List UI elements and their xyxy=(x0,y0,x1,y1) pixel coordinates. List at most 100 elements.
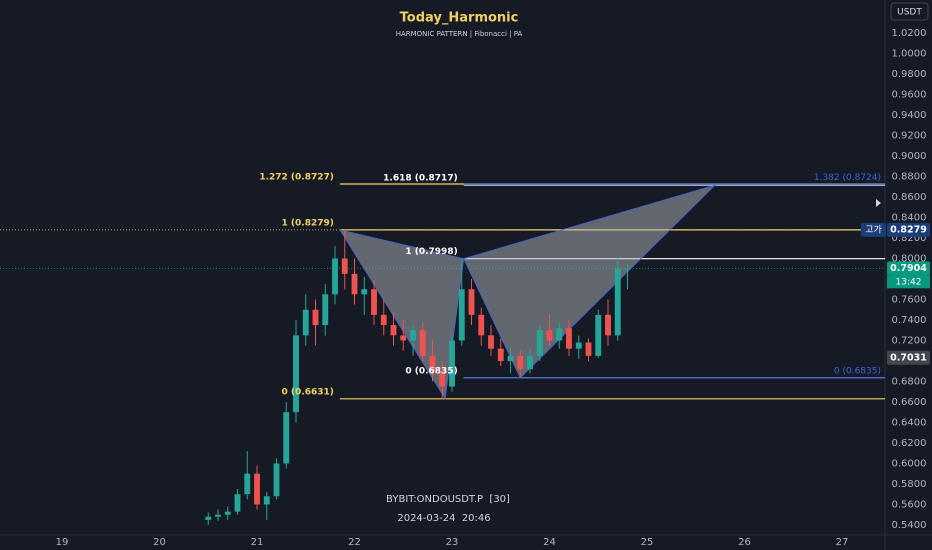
price-label: 0.8279 xyxy=(890,224,927,235)
candle-body xyxy=(205,516,212,520)
fib-label: 1.618 (0.8717) xyxy=(383,173,458,183)
candle-body xyxy=(361,289,368,295)
y-tick-label: 0.5800 xyxy=(892,479,927,490)
candle-body xyxy=(585,342,592,356)
candle-body xyxy=(488,335,494,349)
candle-body xyxy=(478,314,485,336)
y-tick-label: 0.7400 xyxy=(892,315,927,326)
candle-body xyxy=(351,273,358,295)
price-label: 0.7031 xyxy=(890,352,927,363)
fib-label: 0 (0.6835) xyxy=(405,366,457,376)
candle-body xyxy=(293,335,299,413)
y-tick-label: 0.7600 xyxy=(892,294,927,305)
candle-body xyxy=(439,371,446,387)
candle-body xyxy=(380,314,387,326)
fib-label: 0 (0.6631) xyxy=(282,387,334,397)
candle-body xyxy=(341,258,348,274)
candle-body xyxy=(224,511,231,515)
candle-body xyxy=(283,412,290,464)
y-tick-label: 0.8200 xyxy=(892,233,927,244)
fib-label: 1.382 (0.8724) xyxy=(814,173,881,183)
x-tick-label: 23 xyxy=(446,537,459,548)
candle-body xyxy=(429,355,436,372)
candle-body xyxy=(546,330,553,341)
symbol: BYBIT:ONDOUSDT.P [30] xyxy=(386,494,510,505)
y-tick-label: 0.5600 xyxy=(892,499,927,510)
y-tick-label: 0.9800 xyxy=(892,69,927,80)
candle-body xyxy=(273,463,280,497)
candle-body xyxy=(390,325,397,336)
y-tick-label: 1.0000 xyxy=(892,49,927,60)
y-tick-label: 0.5400 xyxy=(892,520,927,531)
chart-title: Today_Harmonic xyxy=(400,11,519,26)
candle-body xyxy=(410,330,416,341)
x-tick-label: 19 xyxy=(56,537,69,548)
countdown-label: 13:42 xyxy=(896,277,922,287)
currency-button[interactable] xyxy=(890,2,929,21)
x-tick-label: 22 xyxy=(348,537,361,548)
candle-body xyxy=(332,258,338,295)
price-box xyxy=(887,350,930,365)
candle-body xyxy=(419,330,426,356)
y-tick-label: 0.8800 xyxy=(892,171,927,182)
x-tick-label: 26 xyxy=(738,537,751,548)
y-tick-label: 0.6200 xyxy=(892,438,927,449)
fib-label: 1 (0.8279) xyxy=(282,218,334,228)
candle-body xyxy=(400,335,407,341)
fib-label: 1 (0.7998) xyxy=(405,247,457,257)
x-tick-label: 21 xyxy=(251,537,264,548)
y-tick-label: 0.9400 xyxy=(892,110,927,121)
y-tick-label: 0.6000 xyxy=(892,458,927,469)
chart-subtitle: HARMONIC PATTERN | Fibonacci | PA xyxy=(396,30,523,38)
x-tick-label: 25 xyxy=(641,537,654,548)
y-tick-label: 0.9600 xyxy=(892,89,927,100)
candle-body xyxy=(595,314,602,356)
candle-body xyxy=(468,289,475,315)
candle-body xyxy=(614,268,621,336)
datetime: 2024-03-24 20:46 xyxy=(397,513,490,524)
candle-body xyxy=(575,342,582,349)
y-tick-label: 0.8000 xyxy=(892,253,927,264)
candle-body xyxy=(302,309,309,336)
y-tick-label: 1.0200 xyxy=(892,28,927,39)
candle-body xyxy=(507,355,514,361)
price-box xyxy=(887,222,930,237)
x-tick-label: 24 xyxy=(543,537,556,548)
currency-label[interactable]: USDT xyxy=(897,8,922,18)
candle-body xyxy=(527,355,533,370)
candle-body xyxy=(458,289,465,341)
candle-body xyxy=(605,314,611,336)
candle-body xyxy=(215,514,221,517)
candles xyxy=(205,229,631,525)
candle-body xyxy=(371,289,377,315)
labels: 1.272 (0.8727) 1 (0.8279) 0 (0.6631) 1.618 … xyxy=(259,172,881,397)
y-tick-label: 0.9200 xyxy=(892,130,927,141)
x-tick-label: 20 xyxy=(153,537,166,548)
candle-body xyxy=(322,294,329,326)
y-tick-label: 0.6400 xyxy=(892,417,927,428)
tag-box xyxy=(861,222,886,237)
candle-body xyxy=(566,328,572,349)
fib-label: 1.272 (0.8727) xyxy=(259,172,334,182)
candle-body xyxy=(244,473,251,495)
candle-body xyxy=(556,328,563,341)
candle-body xyxy=(263,496,270,505)
candle-body xyxy=(312,309,319,326)
countdown-box xyxy=(887,275,930,289)
y-tick-label: 0.9000 xyxy=(892,151,927,162)
x-tick-label: 27 xyxy=(836,537,849,548)
candle-body xyxy=(536,330,543,356)
candle-body xyxy=(624,268,631,270)
candle-body xyxy=(234,494,241,512)
price-box xyxy=(887,261,930,276)
candle-body xyxy=(254,473,260,505)
tag-label: 고가 xyxy=(865,224,882,235)
price-label: 0.7904 xyxy=(890,263,927,274)
y-tick-label: 0.6600 xyxy=(892,397,927,408)
candle-body xyxy=(497,348,504,361)
y-tick-label: 0.8400 xyxy=(892,212,927,223)
candle-body xyxy=(449,340,455,387)
y-tick-label: 0.6800 xyxy=(892,376,927,387)
scroll-arrow[interactable] xyxy=(876,199,881,207)
